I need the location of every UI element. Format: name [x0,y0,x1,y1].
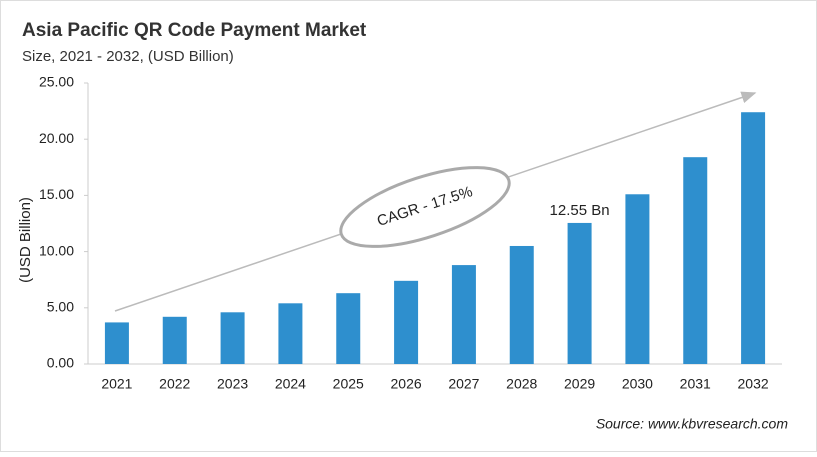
bar [220,312,245,364]
bar [336,293,361,364]
bar [104,322,129,364]
y-tick-label: 10.00 [39,242,74,258]
bar [567,222,592,364]
value-label: 12.55 Bn [550,202,610,219]
bar [683,157,708,364]
x-tick-label: 2024 [275,376,306,392]
chart-title: Asia Pacific QR Code Payment Market [22,20,367,41]
bar [278,303,303,364]
bar [451,265,476,364]
y-tick-label: 0.00 [47,355,74,371]
x-tick-label: 2023 [217,376,248,392]
chart-subtitle: Size, 2021 - 2032, (USD Billion) [22,48,234,65]
y-tick-label: 20.00 [39,130,74,146]
x-tick-label: 2029 [564,376,595,392]
y-tick-label: 15.00 [39,186,74,202]
x-tick-label: 2027 [448,376,479,392]
y-tick-label: 5.00 [47,299,74,315]
y-tick-label: 25.00 [39,74,74,90]
x-tick-label: 2032 [738,376,769,392]
bar [509,245,534,364]
bar [741,112,766,364]
bar [625,194,650,364]
x-tick-label: 2025 [333,376,364,392]
x-tick-label: 2030 [622,376,653,392]
x-tick-label: 2021 [101,376,132,392]
bar [394,280,419,364]
x-tick-label: 2028 [506,376,537,392]
x-tick-label: 2026 [391,376,422,392]
cagr-ellipse [339,166,511,248]
x-tick-label: 2031 [680,376,711,392]
y-axis-label: (USD Billion) [17,197,34,283]
x-tick-label: 2022 [159,376,190,392]
bar [162,316,187,364]
source: Source: www.kbvresearch.com [596,416,789,432]
